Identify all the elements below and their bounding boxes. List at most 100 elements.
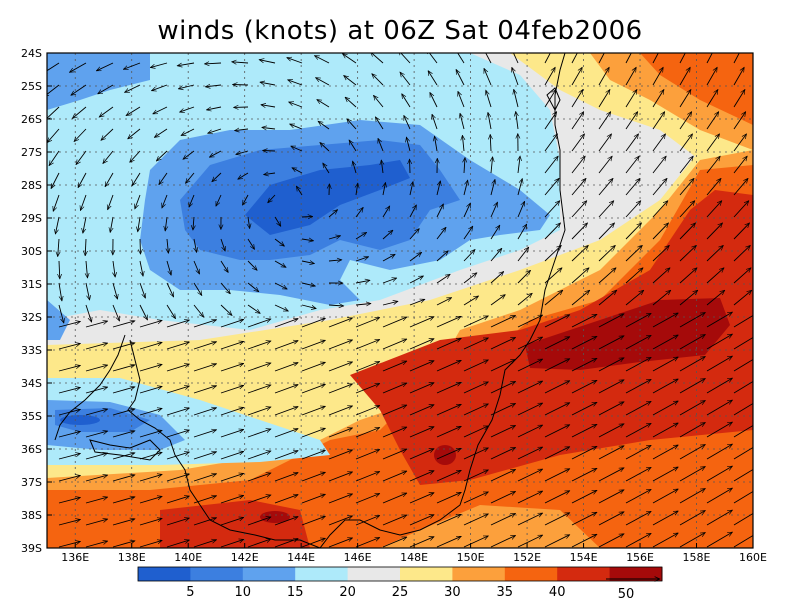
wind-vector bbox=[301, 538, 325, 548]
wind-vector bbox=[652, 201, 668, 218]
lat-label: 35S bbox=[21, 410, 42, 423]
wind-vector bbox=[355, 257, 369, 262]
wind-vector bbox=[625, 290, 644, 306]
wind-vector bbox=[436, 315, 461, 328]
wind-vector bbox=[112, 304, 120, 321]
wind-vector bbox=[355, 384, 380, 394]
wind-vector bbox=[112, 409, 135, 416]
wind-vector bbox=[409, 299, 425, 306]
wind-vector bbox=[733, 468, 753, 482]
wind-vector bbox=[381, 160, 383, 174]
wind-vector bbox=[382, 537, 407, 548]
wind-vector bbox=[571, 223, 588, 240]
wind-vector bbox=[328, 406, 353, 416]
wind-vector bbox=[220, 517, 244, 526]
wind-vectors bbox=[47, 53, 753, 548]
wind-vector bbox=[99, 106, 114, 117]
lon-label: 146E bbox=[344, 551, 372, 564]
wind-vector bbox=[166, 260, 171, 275]
wind-vector bbox=[193, 216, 194, 230]
wind-vector bbox=[517, 247, 529, 262]
wind-vector bbox=[486, 90, 492, 108]
wind-vector bbox=[165, 216, 167, 231]
wind-vector bbox=[679, 401, 705, 416]
wind-vector bbox=[679, 511, 705, 526]
wind-vector bbox=[517, 358, 543, 372]
lat-label: 34S bbox=[21, 377, 42, 390]
wind-vector bbox=[517, 224, 527, 240]
wind-vector bbox=[598, 489, 624, 504]
wind-vector bbox=[571, 445, 597, 460]
wind-vector bbox=[544, 490, 570, 504]
wind-vector bbox=[733, 268, 751, 284]
wind-vector bbox=[625, 489, 651, 504]
wind-vector bbox=[274, 429, 298, 438]
wind-vector bbox=[247, 539, 271, 548]
lon-label: 138E bbox=[118, 551, 146, 564]
wind-vector bbox=[193, 430, 217, 438]
wind-vector bbox=[598, 533, 624, 548]
wind-vector bbox=[382, 317, 407, 328]
wind-vector bbox=[85, 497, 108, 504]
wind-vector bbox=[598, 112, 611, 130]
lon-label: 136E bbox=[61, 551, 89, 564]
wind-vector bbox=[132, 172, 141, 186]
colorbar-swatch bbox=[242, 567, 296, 581]
wind-vector bbox=[652, 290, 671, 306]
wind-vector bbox=[402, 94, 411, 108]
wind-vector bbox=[247, 238, 255, 249]
wind-vector bbox=[247, 341, 271, 350]
wind-vector bbox=[193, 474, 217, 482]
wind-vector bbox=[112, 497, 135, 504]
wind-vector bbox=[436, 425, 461, 438]
wind-vector bbox=[544, 290, 563, 306]
wind-vector bbox=[328, 260, 342, 261]
wind-vector bbox=[544, 90, 556, 108]
wind-vector bbox=[571, 53, 578, 64]
wind-vector bbox=[205, 85, 222, 87]
wind-vector bbox=[178, 84, 195, 89]
wind-vector bbox=[274, 260, 286, 267]
wind-vector bbox=[139, 452, 162, 460]
wind-vector bbox=[247, 363, 271, 372]
lon-label: 150E bbox=[457, 551, 485, 564]
wind-vector bbox=[247, 260, 257, 270]
wind-vector bbox=[652, 90, 664, 108]
wind-vector bbox=[652, 178, 667, 196]
wind-vector bbox=[207, 106, 222, 110]
wind-vector bbox=[652, 356, 678, 372]
wind-vector bbox=[517, 490, 543, 504]
lat-label: 25S bbox=[21, 80, 42, 93]
wind-vector bbox=[345, 97, 357, 108]
wind-vector bbox=[112, 519, 135, 526]
colorbar-swatch bbox=[138, 567, 191, 581]
wind-vector bbox=[436, 535, 461, 548]
wind-vector bbox=[517, 270, 531, 284]
wind-vector bbox=[58, 475, 80, 482]
wind-vector bbox=[484, 68, 492, 86]
wind-vector bbox=[58, 304, 64, 323]
wind-vector bbox=[436, 204, 444, 218]
wind-vector bbox=[328, 210, 338, 218]
wind-vector bbox=[679, 223, 696, 240]
latitude-labels: 24S 25S 26S 27S 28S 29S 30S 31S 32S 33S 34S 35S 36S 3… bbox=[21, 47, 52, 555]
wind-vector bbox=[238, 172, 249, 179]
wind-vector bbox=[135, 194, 141, 209]
wind-vector bbox=[571, 467, 597, 482]
wind-vector bbox=[274, 473, 298, 482]
wind-vector bbox=[47, 84, 60, 97]
wind-vector bbox=[544, 53, 551, 64]
wind-vector bbox=[328, 318, 353, 328]
wind-vector bbox=[514, 89, 519, 108]
wind-vector bbox=[112, 475, 135, 482]
wind-vector bbox=[733, 534, 753, 548]
wind-vector bbox=[328, 340, 353, 350]
lat-label: 39S bbox=[21, 542, 42, 555]
wind-vector bbox=[85, 519, 108, 526]
colorbar-label: 35 bbox=[497, 585, 514, 600]
wind-vector bbox=[435, 136, 438, 152]
wind-vector bbox=[706, 312, 732, 328]
wind-vector bbox=[679, 379, 705, 394]
wind-vector bbox=[166, 496, 189, 504]
wind-vector bbox=[58, 365, 80, 372]
